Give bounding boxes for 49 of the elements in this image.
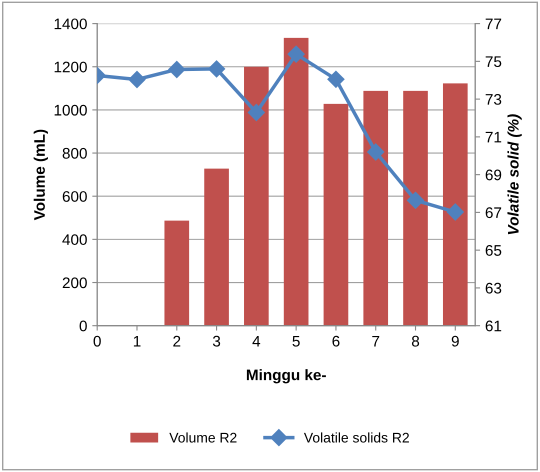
y-tick-label: 600 [62,191,87,202]
point [208,60,226,78]
bar [403,90,428,326]
y-tick-label: 400 [62,234,87,246]
x-tick-label: 3 [212,336,220,347]
y2-axis-title: Volatile solid (%) [507,114,522,234]
point [406,192,424,209]
point [168,60,186,78]
y-tick-label: 1200 [54,62,87,72]
y2-tick-label: 61 [486,320,502,332]
bar [442,83,468,326]
x-tick-label: 5 [292,336,300,347]
x-tick-label: 2 [173,336,180,346]
x-tick-label: 1 [134,336,140,346]
bar [164,220,190,326]
y2-tick-label: 69 [486,170,502,180]
bar [244,66,269,326]
y2-tick-label: 67 [486,207,502,218]
point [446,203,464,221]
x-tick-label: 9 [452,336,459,347]
y2-tick-label: 75 [486,56,502,68]
bar [363,90,388,326]
y2-tick-label: 63 [486,282,502,294]
y-tick-label: 1400 [54,18,87,30]
x-tick-label: 0 [94,336,101,347]
y-tick-label: 0 [80,320,87,332]
bar [324,104,348,326]
bar [284,38,308,326]
y2-tick-label: 73 [486,94,502,105]
y-tick-label: 800 [62,148,87,159]
point [248,104,265,122]
point [288,46,305,63]
y2-tick-label: 71 [486,132,502,142]
point [327,70,344,88]
point [128,70,146,88]
bar [204,168,229,326]
x-tick-label: 8 [412,336,420,347]
y2-tick-label: 77 [486,18,502,30]
x-tick-label: 6 [332,336,340,347]
y-tick-label: 1000 [54,104,87,116]
legend-label: Volume R2 [169,432,237,443]
legend-label: Volatile solids R2 [304,432,409,443]
x-tick-label: 4 [252,336,260,346]
point [367,143,384,161]
y-axis-title: Volume (mL) [34,130,48,220]
y2-tick-label: 65 [486,245,502,256]
x-axis-title: Minggu ke- [246,369,326,384]
x-tick-label: 7 [372,336,380,346]
y-tick-label: 200 [62,277,87,288]
